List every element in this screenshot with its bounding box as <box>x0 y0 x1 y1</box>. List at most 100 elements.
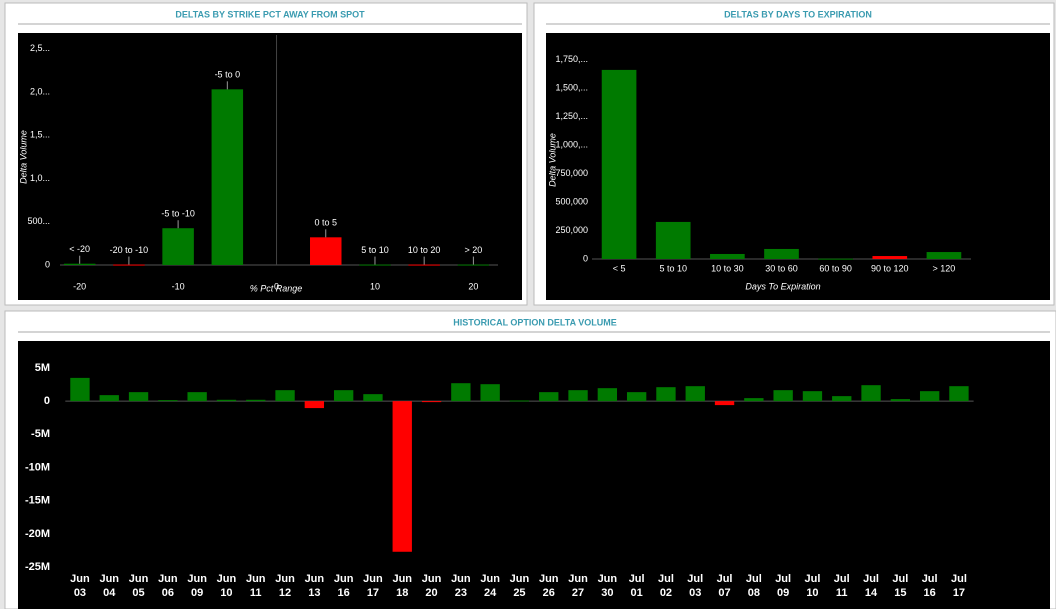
x-tick-label: 09 <box>777 587 789 599</box>
bar <box>926 252 962 259</box>
x-tick-label: 06 <box>162 587 174 599</box>
bar <box>211 89 244 265</box>
bar <box>187 392 207 402</box>
y-tick-label: 0 <box>44 395 50 407</box>
y-tick-label: 1,500,... <box>555 82 588 92</box>
bar <box>113 264 145 266</box>
x-tick-label: Jun <box>392 573 412 585</box>
y-tick-label: 1,000,... <box>555 139 588 149</box>
x-tick-label: 15 <box>894 587 906 599</box>
x-tick-label: 16 <box>338 587 350 599</box>
bar <box>568 390 588 402</box>
x-tick-label: 09 <box>191 587 203 599</box>
data-label: 10 to 20 <box>408 245 441 255</box>
x-tick-label: Jun <box>158 573 178 585</box>
y-tick-label: 1,5... <box>30 130 50 140</box>
x-tick-label: 02 <box>660 587 672 599</box>
bar <box>457 264 490 266</box>
x-tick-label: 10 <box>806 587 818 599</box>
bar <box>818 258 853 260</box>
x-tick-label: Jun <box>568 573 588 585</box>
bar <box>872 256 908 259</box>
y-tick-label: -15M <box>25 495 50 507</box>
x-tick-label: Jul <box>951 573 967 585</box>
x-tick-label: Jun <box>217 573 237 585</box>
x-tick-label: 13 <box>308 587 320 599</box>
bar <box>304 401 325 409</box>
x-tick-label: 20 <box>425 587 437 599</box>
x-tick-label: 10 <box>370 281 380 291</box>
x-tick-label: Jul <box>717 573 733 585</box>
x-tick-label: 12 <box>279 587 291 599</box>
x-tick-label: Jul <box>629 573 645 585</box>
bar <box>408 264 440 266</box>
x-tick-label: Jul <box>892 573 908 585</box>
data-label: 5 to 10 <box>361 245 389 255</box>
x-tick-label: Jun <box>129 573 149 585</box>
y-tick-label: -20M <box>25 528 50 540</box>
x-tick-label: 10 to 30 <box>711 263 744 273</box>
x-tick-label: 23 <box>455 587 467 599</box>
bar <box>509 400 530 402</box>
data-label: -20 to -10 <box>110 245 149 255</box>
x-tick-label: 11 <box>250 587 262 599</box>
bar <box>63 263 96 265</box>
x-tick-label: 10 <box>220 587 232 599</box>
bar <box>158 400 178 402</box>
x-tick-label: 03 <box>74 587 86 599</box>
x-tick-label: 03 <box>689 587 701 599</box>
x-tick-label: 26 <box>543 587 555 599</box>
bar <box>359 264 391 266</box>
x-tick-label: 18 <box>396 587 408 599</box>
bar <box>626 392 647 402</box>
y-tick-label: 2,0... <box>30 86 50 96</box>
x-tick-label: 60 to 90 <box>819 263 852 273</box>
x-tick-label: Jun <box>363 573 383 585</box>
bar <box>333 390 354 402</box>
x-tick-label: 07 <box>718 587 730 599</box>
x-tick-label: Jun <box>99 573 119 585</box>
x-tick-label: Jun <box>334 573 354 585</box>
bar <box>890 399 911 402</box>
bar <box>773 390 793 402</box>
bar <box>919 391 940 402</box>
x-tick-label: Jun <box>305 573 325 585</box>
x-tick-label: -20 <box>73 281 86 291</box>
x-tick-label: Jun <box>246 573 266 585</box>
x-tick-label: Jul <box>804 573 820 585</box>
data-label: < -20 <box>69 244 90 254</box>
x-tick-label: 24 <box>484 587 497 599</box>
x-tick-label: Jun <box>510 573 530 585</box>
x-tick-label: Jun <box>539 573 559 585</box>
data-label: -5 to -10 <box>161 209 195 219</box>
y-tick-label: -25M <box>25 561 50 573</box>
bar <box>451 383 471 402</box>
y-tick-label: 5M <box>35 362 50 374</box>
x-tick-label: -10 <box>172 281 185 291</box>
bar <box>70 377 90 402</box>
x-tick-label: Jul <box>687 573 703 585</box>
x-tick-label: 01 <box>631 587 643 599</box>
y-tick-label: 1,0... <box>30 173 50 183</box>
y-tick-label: 2,5... <box>30 43 50 53</box>
bar <box>162 228 194 265</box>
y-tick-label: -5M <box>31 428 50 440</box>
bar <box>685 386 705 402</box>
x-tick-label: Jun <box>422 573 442 585</box>
x-tick-label: Jul <box>775 573 791 585</box>
x-tick-label: 17 <box>367 587 379 599</box>
y-tick-label: 0 <box>45 259 50 269</box>
x-tick-label: Jul <box>834 573 850 585</box>
x-tick-label: 90 to 120 <box>871 263 909 273</box>
x-tick-label: Jul <box>922 573 938 585</box>
x-axis-label: % Pct Range <box>250 283 303 293</box>
bar <box>99 395 119 402</box>
bar <box>764 248 799 259</box>
x-tick-label: 14 <box>865 587 878 599</box>
y-axis-label: Delta Volume <box>18 130 28 184</box>
x-tick-label: Jun <box>480 573 500 585</box>
chart-title: DELTAS BY STRIKE PCT AWAY FROM SPOT <box>175 9 365 19</box>
x-tick-label: < 5 <box>613 263 626 273</box>
bar <box>832 396 852 402</box>
